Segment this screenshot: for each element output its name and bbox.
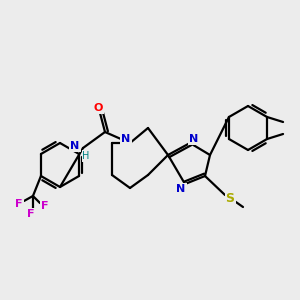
Text: F: F bbox=[41, 201, 49, 211]
Text: F: F bbox=[27, 209, 35, 219]
Text: N: N bbox=[189, 134, 199, 144]
Text: H: H bbox=[82, 151, 90, 161]
Text: S: S bbox=[226, 193, 235, 206]
Text: O: O bbox=[93, 103, 103, 113]
Text: N: N bbox=[122, 134, 130, 144]
Text: N: N bbox=[176, 184, 186, 194]
Text: F: F bbox=[15, 199, 23, 209]
Text: N: N bbox=[70, 141, 80, 151]
